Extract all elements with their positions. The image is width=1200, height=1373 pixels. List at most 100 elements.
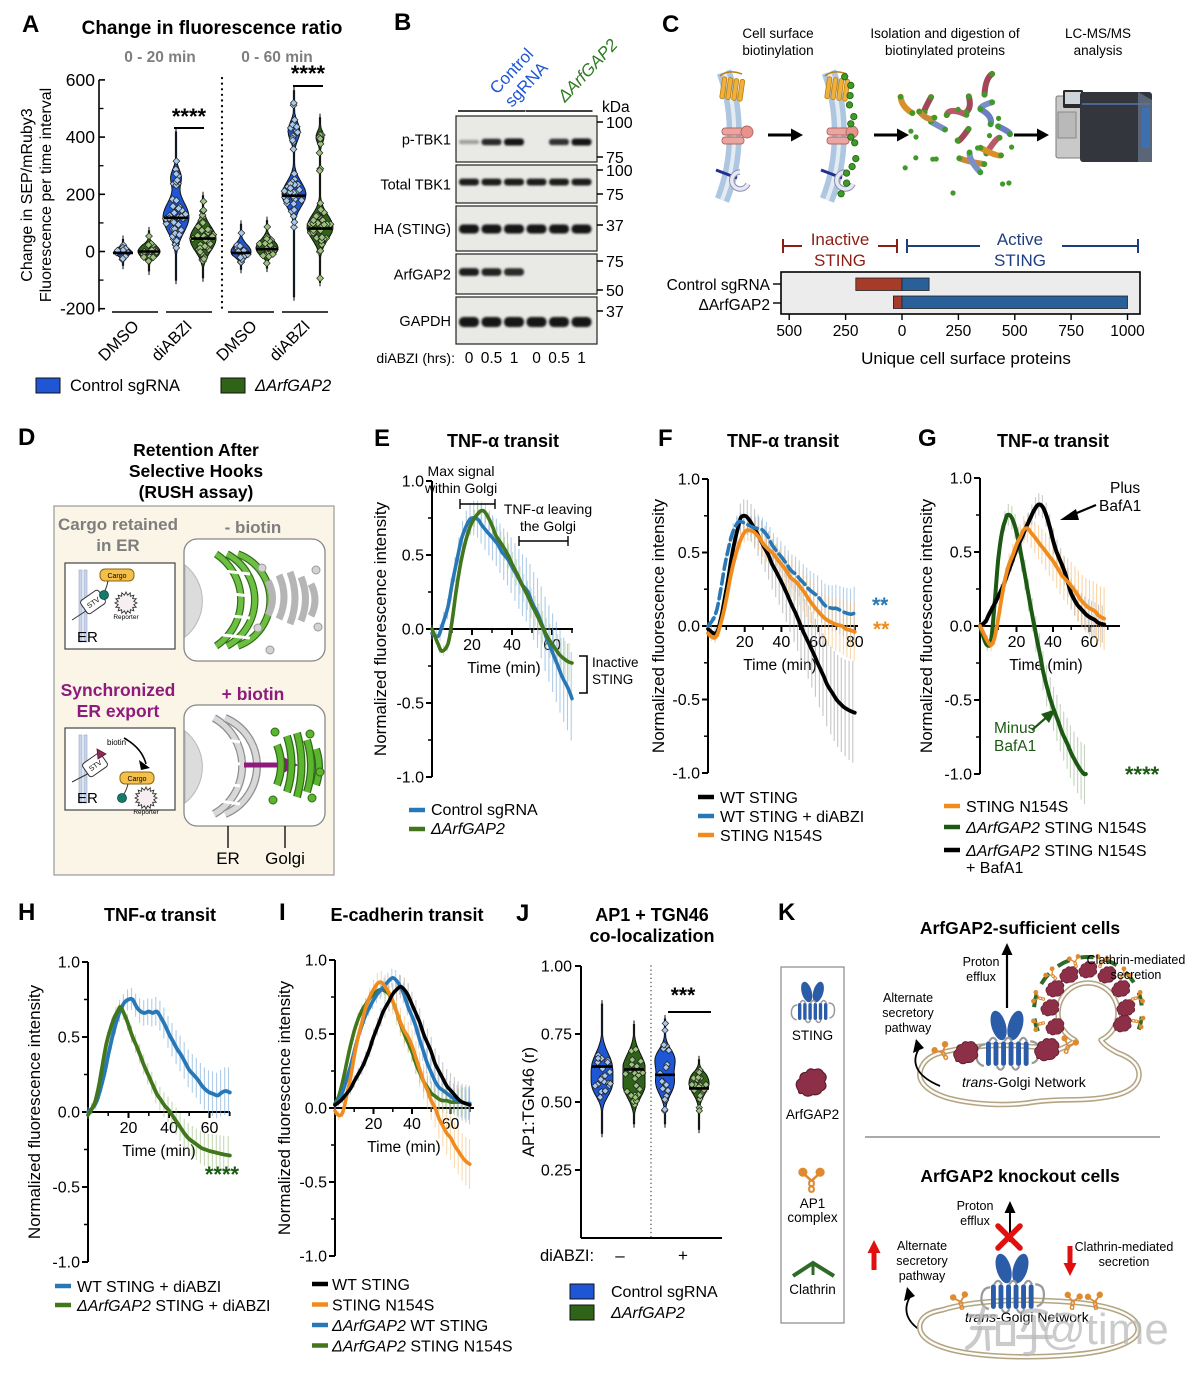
svg-text:Cell surface: Cell surface <box>742 26 813 41</box>
svg-text:Normalized fluorescence intens: Normalized fluorescence intensity <box>275 980 294 1235</box>
svg-text:750: 750 <box>1058 323 1084 340</box>
svg-text:ΔArfGAP2 WT STING: ΔArfGAP2 WT STING <box>331 1318 488 1335</box>
svg-text:secretion: secretion <box>1111 968 1162 982</box>
svg-text:Alternate: Alternate <box>897 1239 947 1253</box>
svg-text:WT STING: WT STING <box>720 790 798 807</box>
svg-text:BafA1: BafA1 <box>994 738 1036 755</box>
svg-text:+ biotin: + biotin <box>222 684 285 704</box>
svg-text:- biotin: - biotin <box>225 518 282 537</box>
svg-text:ER export: ER export <box>77 701 160 721</box>
svg-text:Synchronized: Synchronized <box>61 680 176 700</box>
svg-text:p-TBK1: p-TBK1 <box>402 133 451 149</box>
svg-text:ΔArfGAP2 STING N154S: ΔArfGAP2 STING N154S <box>331 1339 513 1356</box>
svg-text:1: 1 <box>510 350 519 367</box>
svg-text:Proton: Proton <box>957 1199 994 1213</box>
svg-text:0: 0 <box>85 242 95 262</box>
svg-text:-0.5: -0.5 <box>299 1175 327 1192</box>
svg-text:Change in fluorescence ratio: Change in fluorescence ratio <box>82 18 343 39</box>
svg-text:0: 0 <box>532 350 541 367</box>
svg-text:secretion: secretion <box>1099 1255 1150 1269</box>
svg-text:LC-MS/MS: LC-MS/MS <box>1065 26 1131 41</box>
svg-text:20: 20 <box>736 634 754 651</box>
svg-text:WT STING + diABZI: WT STING + diABZI <box>720 809 864 826</box>
svg-text:biotin: biotin <box>107 738 126 747</box>
svg-text:the Golgi: the Golgi <box>520 518 576 534</box>
svg-text:complex: complex <box>787 1210 838 1225</box>
svg-text:Normalized fluorescence intens: Normalized fluorescence intensity <box>649 498 668 753</box>
svg-text:C: C <box>662 11 679 38</box>
svg-text:1000: 1000 <box>1110 323 1145 340</box>
svg-text:40: 40 <box>160 1120 178 1137</box>
svg-text:analysis: analysis <box>1074 43 1123 58</box>
svg-text:****: **** <box>1125 762 1160 787</box>
svg-text:ArfGAP2-sufficient cells: ArfGAP2-sufficient cells <box>920 918 1121 938</box>
svg-text:Time (min): Time (min) <box>467 660 540 677</box>
svg-text:40: 40 <box>1044 634 1062 651</box>
svg-text:1.0: 1.0 <box>305 953 327 970</box>
svg-text:D: D <box>18 424 35 451</box>
svg-text:Clathrin-mediated: Clathrin-mediated <box>1075 1240 1174 1254</box>
svg-text:Cargo retained: Cargo retained <box>58 515 178 534</box>
svg-text:Plus: Plus <box>1110 480 1140 497</box>
svg-text:Active: Active <box>997 230 1043 249</box>
svg-text:60: 60 <box>1081 634 1099 651</box>
svg-text:0.5: 0.5 <box>678 545 700 562</box>
svg-text:Time (min): Time (min) <box>367 1139 440 1156</box>
svg-text:HA (STING): HA (STING) <box>374 222 451 238</box>
svg-text:STING: STING <box>814 251 866 270</box>
svg-text:37: 37 <box>606 218 624 235</box>
svg-text:diABZI:: diABZI: <box>540 1247 594 1265</box>
svg-text:0.0: 0.0 <box>950 619 972 636</box>
svg-text:Fluorescence per time interval: Fluorescence per time interval <box>38 88 55 302</box>
svg-text:biotinylation: biotinylation <box>742 43 813 58</box>
svg-text:0.0: 0.0 <box>402 622 424 639</box>
svg-text:Cargo: Cargo <box>107 573 126 580</box>
svg-text:diABZI: diABZI <box>148 317 196 365</box>
svg-text:Golgi: Golgi <box>265 849 305 868</box>
svg-text:75: 75 <box>606 254 624 271</box>
svg-text:1.00: 1.00 <box>541 959 572 976</box>
svg-text:AP1: AP1 <box>800 1196 826 1211</box>
svg-text:STING: STING <box>592 672 633 687</box>
svg-text:37: 37 <box>606 304 624 321</box>
svg-text:K: K <box>778 899 796 926</box>
svg-text:DMSO: DMSO <box>95 317 143 365</box>
svg-text:Alternate: Alternate <box>883 991 933 1005</box>
svg-text:75: 75 <box>606 187 624 204</box>
svg-text:ER: ER <box>77 790 98 807</box>
svg-text:I: I <box>279 899 286 926</box>
svg-text:500: 500 <box>776 323 802 340</box>
svg-text:0.5: 0.5 <box>305 1027 327 1044</box>
svg-text:ER: ER <box>77 629 98 646</box>
svg-text:STING N154S: STING N154S <box>720 828 822 845</box>
svg-text:pathway: pathway <box>899 1269 946 1283</box>
svg-text:F: F <box>658 425 673 452</box>
svg-text:1.0: 1.0 <box>58 955 80 972</box>
svg-text:Proton: Proton <box>963 955 1000 969</box>
svg-text:Change in SEP/mRuby3: Change in SEP/mRuby3 <box>19 108 36 282</box>
svg-text:0.5: 0.5 <box>402 548 424 565</box>
svg-text:0.50: 0.50 <box>541 1095 572 1112</box>
svg-text:1.0: 1.0 <box>402 474 424 491</box>
svg-text:Isolation and digestion of: Isolation and digestion of <box>870 26 1020 41</box>
svg-text:80: 80 <box>846 634 864 651</box>
svg-text:kDa: kDa <box>602 99 630 116</box>
svg-text:ΔArfGAP2: ΔArfGAP2 <box>553 35 621 106</box>
svg-text:in ER: in ER <box>96 536 139 555</box>
svg-text:Time (min): Time (min) <box>743 657 816 674</box>
svg-text:****: **** <box>172 104 207 129</box>
svg-text:**: ** <box>872 594 889 617</box>
svg-text:TNF-α leaving: TNF-α leaving <box>504 501 592 517</box>
svg-text:trans-Golgi Network: trans-Golgi Network <box>962 1074 1087 1090</box>
svg-text:E-cadherin transit: E-cadherin transit <box>330 905 483 925</box>
svg-text:biotinylated proteins: biotinylated proteins <box>885 43 1005 58</box>
svg-text:AP1 + TGN46: AP1 + TGN46 <box>595 905 709 925</box>
svg-text:200: 200 <box>66 184 95 204</box>
svg-text:DMSO: DMSO <box>213 317 261 365</box>
svg-text:ΔArfGAP2: ΔArfGAP2 <box>698 297 770 314</box>
svg-text:250: 250 <box>833 323 859 340</box>
svg-text:ΔArfGAP2: ΔArfGAP2 <box>254 377 331 395</box>
svg-text:STING N154S: STING N154S <box>966 799 1068 816</box>
svg-text:TNF-α transit: TNF-α transit <box>447 431 559 451</box>
svg-text:ΔArfGAP2: ΔArfGAP2 <box>430 821 505 838</box>
